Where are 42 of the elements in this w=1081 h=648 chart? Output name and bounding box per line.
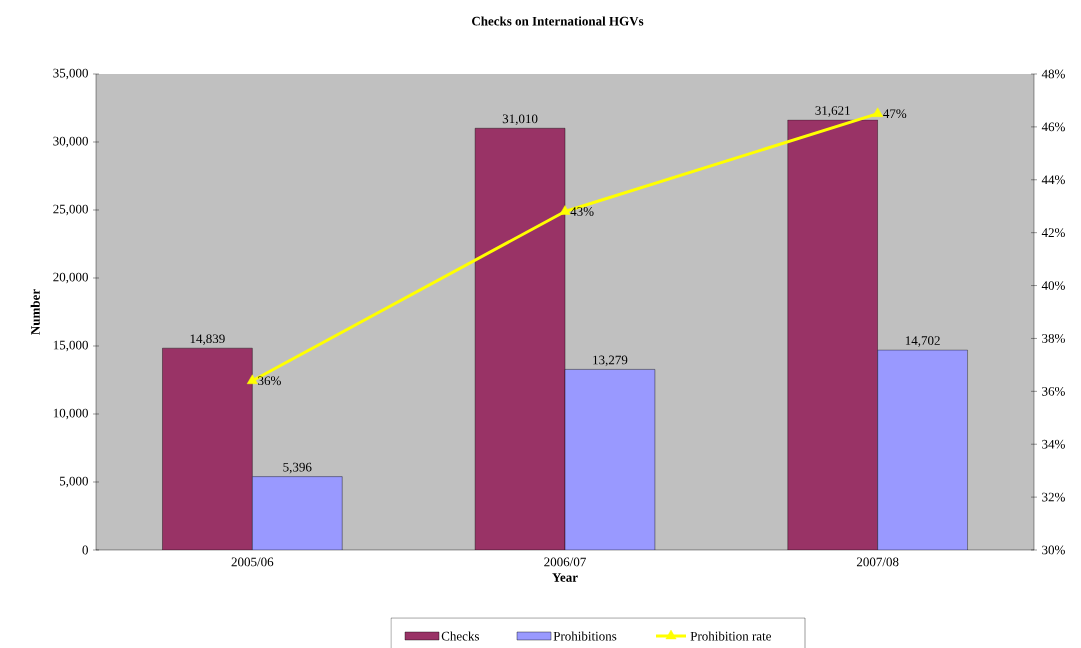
y-axis-title: Number bbox=[30, 289, 40, 335]
bar bbox=[252, 476, 343, 550]
y2-tick-label: 44% bbox=[1041, 175, 1065, 185]
point bbox=[872, 107, 884, 117]
x-tick-label: 2006/07 bbox=[544, 557, 586, 567]
y-tick-label: 5,000 bbox=[59, 476, 88, 488]
y2-tick-label: 30% bbox=[1042, 545, 1065, 555]
data-label: 14,702 bbox=[905, 336, 940, 347]
y2-tick-label: 46% bbox=[1041, 122, 1065, 132]
y2-tick-label: 48% bbox=[1041, 69, 1065, 79]
data-label: 31,621 bbox=[815, 106, 850, 117]
y2-tick-label: 32% bbox=[1042, 492, 1065, 502]
y-tick-label: 0 bbox=[82, 545, 88, 555]
data-label: 47% bbox=[883, 109, 907, 119]
y2-tick-label: 40% bbox=[1041, 281, 1065, 290]
point bbox=[246, 374, 258, 384]
data-label: 31,010 bbox=[502, 114, 538, 126]
legend-label: Prohibition rate bbox=[690, 631, 771, 641]
data-label: 36% bbox=[258, 376, 281, 386]
y-tick-label: 30,000 bbox=[53, 136, 88, 148]
y-tick-label: 15,000 bbox=[53, 340, 88, 352]
legend-label: Prohibitions bbox=[553, 631, 617, 641]
data-label: 14,839 bbox=[190, 334, 225, 345]
data-label: 13,279 bbox=[593, 355, 628, 367]
x-axis-title: Year bbox=[552, 573, 578, 582]
bar bbox=[565, 369, 655, 550]
y-tick-label: 20,000 bbox=[53, 272, 88, 284]
chart-title: Checks on International HGVs bbox=[472, 16, 644, 26]
x-tick-label: 2005/06 bbox=[231, 557, 274, 567]
y2-tick-label: 42% bbox=[1041, 228, 1065, 238]
bar bbox=[877, 349, 968, 550]
data-label: 5,396 bbox=[283, 462, 312, 474]
y-tick-label: 25,000 bbox=[53, 204, 88, 216]
x-tick-label: 2007/08 bbox=[856, 557, 899, 567]
y-tick-label: 10,000 bbox=[53, 408, 88, 420]
y-tick-label: 35,000 bbox=[53, 68, 88, 80]
legend-label: Checks bbox=[441, 631, 480, 641]
y2-tick-label: 38% bbox=[1042, 334, 1065, 343]
y2-tick-label: 36% bbox=[1042, 386, 1065, 396]
data-label: 43% bbox=[570, 207, 594, 216]
point bbox=[559, 205, 571, 215]
y2-tick-label: 34% bbox=[1042, 439, 1065, 449]
